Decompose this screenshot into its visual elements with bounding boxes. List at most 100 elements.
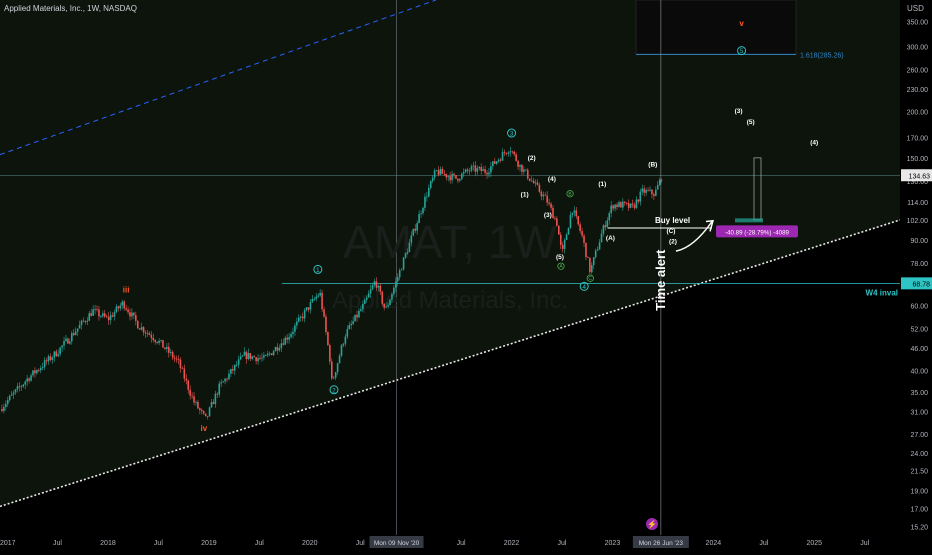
candle-body <box>282 343 285 345</box>
projection-zone <box>735 218 763 223</box>
candle-body <box>327 332 329 346</box>
candle-body <box>492 161 494 167</box>
candle-body <box>129 312 131 317</box>
candle-body <box>255 357 257 362</box>
time-tick-label: 2017 <box>0 540 16 547</box>
candle-body <box>474 165 477 172</box>
candle-body <box>608 213 611 221</box>
annotations: Buy level -40.89 (-28.79%) -4089 Time aler… <box>123 19 818 530</box>
candle-body <box>540 191 543 197</box>
candle-body <box>150 334 153 338</box>
candle-body <box>133 312 135 316</box>
candle-body <box>426 196 428 198</box>
candle-body <box>396 277 399 282</box>
candle-body <box>592 257 595 266</box>
candle-body <box>377 285 380 288</box>
candle-body <box>443 173 446 175</box>
price-tick-label: 17.00 <box>910 506 928 513</box>
candle-body <box>197 401 199 409</box>
currency-label: USD <box>907 4 924 13</box>
candle-body <box>257 358 259 362</box>
candle-body <box>567 227 570 235</box>
time-axis[interactable]: 2017 Jul 2018 Jul 2019 Jul 2020 Jul Jul 2022 Jul 20… <box>0 535 932 550</box>
wave-label-white: (4) <box>810 139 818 146</box>
candle-body <box>332 377 335 379</box>
candle-body <box>32 370 34 376</box>
wave-label-white: (B) <box>648 162 657 169</box>
candle-body <box>379 285 382 292</box>
candle-body <box>136 320 139 329</box>
candle-body <box>76 328 79 332</box>
candle-body <box>589 257 591 273</box>
measure-label: -40.89 (-28.79%) -4089 <box>725 229 790 236</box>
candle-body <box>521 164 523 172</box>
candle-body <box>346 329 349 337</box>
wave-circle-small <box>566 190 574 198</box>
candle-body <box>441 168 444 174</box>
candle-body <box>381 291 384 304</box>
wave-circle <box>329 385 339 395</box>
candle-body <box>298 317 300 322</box>
candle-body <box>220 382 222 384</box>
candle-body <box>439 168 442 175</box>
candle-body <box>43 360 46 368</box>
candle-body <box>28 378 30 381</box>
price-tick-label: 230.00 <box>907 87 929 94</box>
candle-body <box>311 299 314 302</box>
candle-body <box>342 343 345 346</box>
candle-body <box>301 316 304 319</box>
candle-body <box>230 368 232 374</box>
wave-circle <box>737 46 747 56</box>
candle-body <box>424 196 426 208</box>
candle-body <box>505 153 508 154</box>
candle-body <box>352 321 354 324</box>
candle-body <box>526 169 529 179</box>
candle-body <box>453 173 455 175</box>
candle-body <box>67 338 69 344</box>
candle-body <box>577 216 580 225</box>
price-tick-label: 102.00 <box>907 218 929 225</box>
candle-body <box>645 190 647 193</box>
candle-body <box>315 296 318 299</box>
candle-body <box>74 331 77 335</box>
candle-body <box>598 242 601 250</box>
candle-body <box>57 354 60 357</box>
wave-label-small: A <box>559 264 563 270</box>
candle-body <box>92 309 94 316</box>
candle-body <box>358 310 360 318</box>
fib-level-label: 1.618(285.26) <box>800 52 844 59</box>
candle-body <box>363 299 366 304</box>
candle-body <box>113 312 116 317</box>
candle-body <box>472 165 475 167</box>
candle-body <box>431 177 434 181</box>
candle-body <box>88 313 91 321</box>
candle-body <box>121 301 124 306</box>
wave-label-small: B <box>568 192 572 198</box>
wave-circle <box>507 128 517 138</box>
candle-body <box>199 408 201 410</box>
candle-body <box>371 285 374 290</box>
candle-body <box>265 355 267 356</box>
candle-body <box>455 174 457 179</box>
candle-body <box>206 415 209 417</box>
candle-body <box>600 233 603 243</box>
candle-body <box>232 368 234 371</box>
target-box <box>635 0 797 55</box>
candle-body <box>222 381 224 383</box>
candle-body <box>420 213 422 215</box>
candle-body <box>511 151 514 153</box>
candle-body <box>362 303 364 310</box>
candle-body <box>552 207 554 219</box>
price-axis[interactable]: 15.20 17.00 19.00 21.50 24.00 27.00 31.00 35.00… <box>900 0 932 535</box>
candle-body <box>204 413 207 416</box>
candle-body <box>280 343 283 349</box>
candle-body <box>18 386 21 388</box>
candle-body <box>633 204 636 208</box>
candle-body <box>274 347 277 352</box>
price-tick-label: 260.00 <box>907 67 929 74</box>
candle-body <box>528 178 531 181</box>
candles <box>1 146 663 420</box>
wave-label-red: iv <box>200 424 207 433</box>
